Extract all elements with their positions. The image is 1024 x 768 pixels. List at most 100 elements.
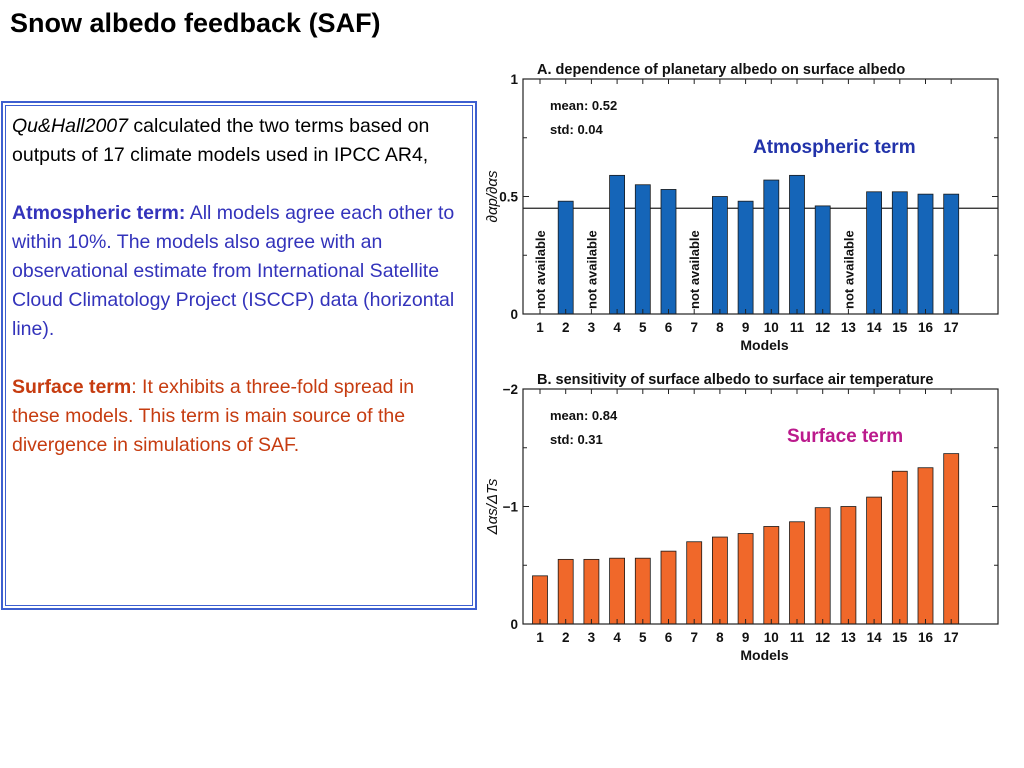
chart-b-bar — [814, 507, 831, 625]
chart-a-xtick-label: 11 — [790, 320, 805, 335]
chart-a-bar — [866, 191, 883, 315]
chart-a-bar — [634, 184, 651, 315]
chart-a-ytick-label: 1 — [510, 72, 518, 87]
atmospheric-heading: Atmospheric term: — [12, 202, 186, 224]
chart-a-bar — [763, 179, 780, 315]
chart-a-bar — [814, 205, 831, 315]
chart-a-xtick-label: 2 — [562, 320, 570, 335]
chart-a-bar — [917, 193, 934, 315]
chart-a-xtick-label: 1 — [536, 320, 544, 335]
atmospheric-paragraph: Atmospheric term: All models agree each … — [12, 199, 462, 344]
chart-a-bar — [789, 174, 805, 315]
chart-b-title: B. sensitivity of surface albedo to surf… — [537, 372, 933, 388]
chart-a-stat-label: mean: 0.52 — [550, 98, 617, 113]
chart-a-not-available-label: not available — [687, 230, 702, 309]
chart-b-bar — [763, 526, 780, 625]
chart-b-xtick-label: 2 — [562, 630, 570, 645]
chart-a-xtick-label: 8 — [716, 320, 724, 335]
chart-a-xtick-label: 15 — [892, 320, 908, 335]
chart-b-xtick-label: 12 — [815, 630, 830, 645]
chart-b-bar — [737, 533, 754, 625]
chart-a-xlabel: Models — [740, 337, 788, 353]
chart-a-not-available-label: not available — [584, 230, 599, 309]
chart-a-not-available-label: not available — [841, 230, 856, 309]
chart-b-bar — [583, 558, 600, 625]
chart-b-bar — [943, 453, 960, 625]
chart-a-bar — [891, 191, 908, 315]
chart-b-xtick-label: 7 — [690, 630, 698, 645]
chart-a-bar — [557, 200, 574, 315]
chart-a-xtick-label: 17 — [944, 320, 959, 335]
chart-b-bar — [917, 467, 934, 625]
chart-a-atmospheric: A. dependence of planetary albedo on sur… — [484, 62, 999, 353]
chart-a-xtick-label: 6 — [665, 320, 673, 335]
chart-a-xtick-label: 16 — [918, 320, 934, 335]
chart-b-bar — [686, 541, 703, 625]
chart-b-xtick-label: 17 — [944, 630, 959, 645]
chart-b-bar — [891, 470, 908, 625]
chart-b-xtick-label: 3 — [588, 630, 596, 645]
surface-paragraph: Surface term: It exhibits a three-fold s… — [12, 373, 462, 460]
chart-b-xtick-label: 10 — [764, 630, 779, 645]
citation-text: Qu&Hall2007 — [12, 115, 128, 137]
chart-a-bar — [660, 189, 677, 315]
chart-b-xtick-label: 9 — [742, 630, 750, 645]
intro-text: calculated the two terms based on output… — [12, 115, 430, 166]
chart-b-ylabel: Δαs/ΔTs — [484, 478, 501, 535]
atmospheric-term-callout: Atmospheric term — [753, 137, 916, 158]
chart-a-bar — [711, 196, 728, 315]
chart-a-xtick-label: 7 — [690, 320, 698, 335]
chart-a-xtick-label: 9 — [742, 320, 750, 335]
chart-a-ytick-label: 0.5 — [499, 190, 518, 205]
chart-a-not-available-label: not available — [533, 230, 548, 309]
slide-title: Snow albedo feedback (SAF) — [10, 8, 381, 38]
chart-b-bar — [557, 558, 574, 625]
chart-a-xtick-label: 3 — [588, 320, 596, 335]
chart-a-ytick-label: 0 — [510, 307, 518, 322]
chart-b-xlabel: Models — [740, 647, 788, 663]
chart-a-xtick-label: 13 — [841, 320, 857, 335]
surface-body: : It exhibits a three-fold spread in the… — [12, 376, 415, 456]
summary-text-box: Qu&Hall2007 calculated the two terms bas… — [1, 101, 477, 610]
chart-b-xtick-label: 8 — [716, 630, 724, 645]
chart-a-xtick-label: 4 — [613, 320, 621, 335]
chart-a-stat-label: std: 0.04 — [550, 122, 604, 137]
chart-b-surface: B. sensitivity of surface albedo to surf… — [484, 372, 999, 663]
chart-b-xtick-label: 14 — [867, 630, 883, 645]
chart-b-ytick-label: 0 — [510, 617, 518, 632]
chart-b-stat-label: std: 0.31 — [550, 432, 603, 447]
chart-b-ytick-label: −1 — [503, 500, 519, 515]
chart-b-bar — [711, 536, 728, 625]
chart-b-stat-label: mean: 0.84 — [550, 408, 618, 423]
chart-a-xtick-label: 12 — [815, 320, 830, 335]
chart-b-xtick-label: 5 — [639, 630, 647, 645]
atmospheric-body: All models agree each other to within 10… — [12, 202, 455, 340]
chart-b-xtick-label: 6 — [665, 630, 673, 645]
chart-b-xtick-label: 11 — [790, 630, 805, 645]
chart-b-bar — [789, 521, 805, 625]
chart-b-xtick-label: 16 — [918, 630, 934, 645]
chart-b-ytick-label: −2 — [503, 382, 518, 397]
chart-b-bar — [609, 557, 626, 625]
surface-heading: Surface term — [12, 376, 132, 398]
chart-b-xtick-label: 1 — [536, 630, 544, 645]
chart-b-bar — [634, 557, 651, 625]
intro-paragraph: Qu&Hall2007 calculated the two terms bas… — [12, 112, 462, 170]
chart-b-xtick-label: 15 — [892, 630, 908, 645]
chart-b-bar — [660, 550, 677, 625]
summary-text: Qu&Hall2007 calculated the two terms bas… — [12, 112, 462, 460]
chart-a-bar — [943, 193, 960, 315]
chart-a-bar — [737, 200, 754, 315]
chart-a-bar — [609, 174, 626, 315]
chart-b-xtick-label: 13 — [841, 630, 857, 645]
chart-a-xtick-label: 10 — [764, 320, 779, 335]
chart-b-bar — [840, 506, 857, 625]
chart-b-bar — [866, 496, 883, 625]
chart-a-xtick-label: 5 — [639, 320, 647, 335]
chart-a-ylabel: ∂αp/∂αs — [484, 170, 501, 222]
surface-term-callout: Surface term — [787, 426, 904, 447]
chart-b-bar — [532, 575, 548, 625]
chart-a-xtick-label: 14 — [867, 320, 883, 335]
chart-b-xtick-label: 4 — [613, 630, 621, 645]
chart-a-title: A. dependence of planetary albedo on sur… — [537, 62, 905, 78]
